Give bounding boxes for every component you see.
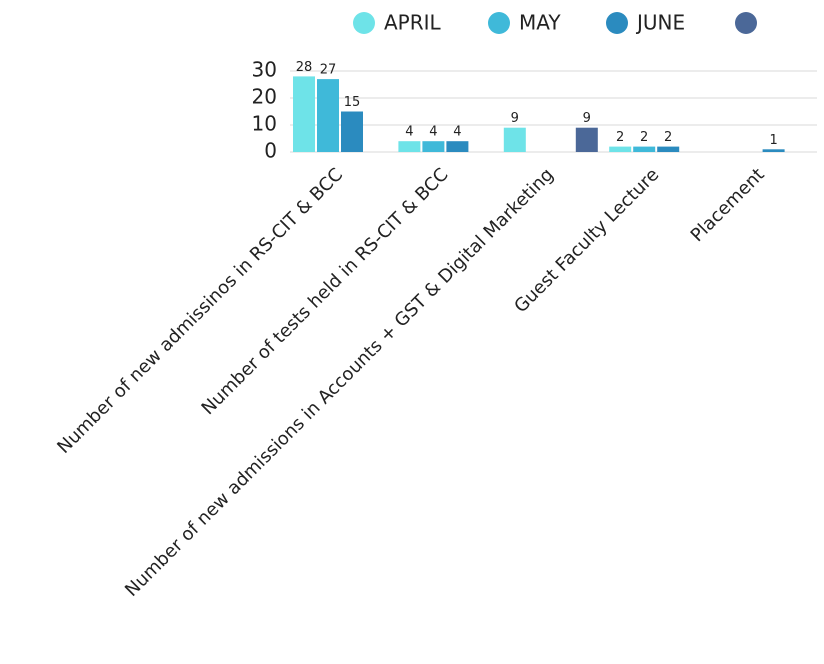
bar xyxy=(293,76,315,152)
bar xyxy=(446,141,469,152)
legend-swatch xyxy=(735,12,757,34)
value-label: 1 xyxy=(769,133,777,148)
value-label: 4 xyxy=(429,125,437,140)
value-label: 9 xyxy=(583,111,591,126)
value-label: 2 xyxy=(616,130,624,145)
bar xyxy=(317,79,339,152)
legend-swatch xyxy=(353,12,375,34)
bar xyxy=(341,111,363,152)
value-label: 4 xyxy=(405,125,413,140)
value-label: 2 xyxy=(664,130,672,145)
value-label: 27 xyxy=(320,63,337,78)
value-label: 9 xyxy=(511,111,519,126)
legend-label: JUNE xyxy=(635,11,685,35)
value-label: 4 xyxy=(453,125,461,140)
bar xyxy=(762,149,785,152)
legend-label: APRIL xyxy=(384,11,442,35)
y-tick-label: 0 xyxy=(264,139,277,163)
bar xyxy=(657,146,680,152)
legend-swatch xyxy=(488,12,510,34)
bar xyxy=(609,146,632,152)
x-tick-label: Number of new admissions in Accounts + G… xyxy=(121,164,558,601)
value-label: 2 xyxy=(640,130,648,145)
value-label: 28 xyxy=(296,60,313,75)
legend-label: MAY xyxy=(519,11,561,35)
bar xyxy=(633,146,656,152)
bar xyxy=(503,127,526,152)
x-tick-label: Placement xyxy=(687,164,769,246)
value-label: 15 xyxy=(344,95,361,110)
bar xyxy=(398,141,421,152)
legend-swatch xyxy=(606,12,628,34)
bar xyxy=(422,141,445,152)
y-tick-label: 20 xyxy=(252,85,277,109)
y-tick-label: 30 xyxy=(252,58,277,82)
y-tick-label: 10 xyxy=(252,112,277,136)
bar xyxy=(575,127,598,152)
